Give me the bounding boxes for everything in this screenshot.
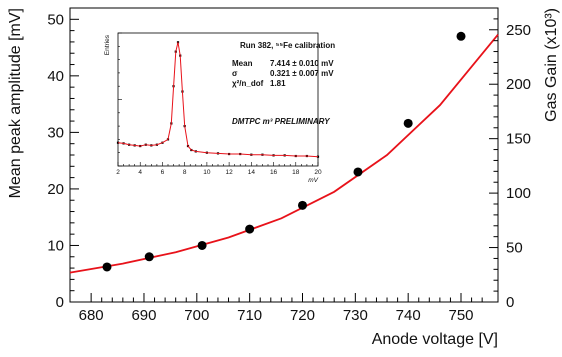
fit-curve	[69, 34, 499, 274]
x-tick-label: 740	[396, 307, 421, 324]
y2-tick-label: 50	[506, 240, 523, 257]
x-axis-title: Anode voltage [V]	[372, 331, 498, 348]
data-point	[456, 31, 466, 41]
inset-x-tick-label: 12	[225, 169, 233, 176]
inset-x-tick-label: 16	[270, 169, 278, 176]
x-tick-label: 720	[290, 307, 315, 324]
inset-x-tick-label: 8	[183, 169, 187, 176]
data-point	[403, 118, 413, 128]
y2-tick-label: 250	[506, 22, 531, 39]
y2-tick-label: 200	[506, 76, 531, 93]
inset-x-tick-label: 6	[161, 169, 165, 176]
data-points-layer	[102, 31, 466, 272]
y-tick-label: 40	[47, 68, 64, 85]
x-tick-label: 710	[237, 307, 262, 324]
y-axis-title: Mean peak amplitude [mV]	[7, 8, 24, 198]
y-tick-label: 50	[47, 11, 64, 28]
inset-x-tick-label: 10	[203, 169, 211, 176]
y2-tick-label: 100	[506, 185, 531, 202]
inset-frame	[117, 32, 319, 167]
data-point	[353, 167, 363, 177]
data-point	[297, 200, 307, 210]
y-tick-label: 0	[56, 294, 64, 311]
y-tick-label: 30	[47, 124, 64, 141]
data-point	[144, 252, 154, 262]
y2-tick-label: 150	[506, 131, 531, 148]
y-tick-label: 20	[47, 181, 64, 198]
inset-x-tick-label: 2	[116, 169, 120, 176]
inset-stat-value: 0.321 ± 0.007 mV	[270, 69, 334, 78]
x-tick-label: 750	[448, 307, 473, 324]
inset-stat-label: Mean	[232, 59, 253, 68]
inset-x-tick-label: 20	[314, 169, 322, 176]
fit-curve-layer	[69, 34, 499, 274]
inset-x-tick-label: 18	[292, 169, 300, 176]
data-point	[102, 262, 112, 272]
y2-tick-label: 0	[506, 294, 514, 311]
inset-annotation: DMTPC m³ PRELIMINARY	[232, 117, 330, 126]
inset-x-tick-label: 14	[248, 169, 256, 176]
inset-x-axis-title: mV	[308, 177, 318, 184]
x-tick-label: 730	[343, 307, 368, 324]
inset-stat-value: 1.81	[270, 79, 286, 88]
y2-axis-title: Gas Gain (x10³)	[543, 8, 560, 122]
x-tick-label: 680	[79, 307, 104, 324]
inset-x-tick-label: 4	[138, 169, 142, 176]
data-point	[197, 240, 207, 250]
y-tick-label: 10	[47, 237, 64, 254]
x-tick-label: 690	[131, 307, 156, 324]
x-tick-label: 700	[184, 307, 209, 324]
inset-stat-value: 7.414 ± 0.010 mV	[270, 59, 334, 68]
inset-fit-curve	[117, 42, 319, 158]
inset-title: Run 382, ⁵⁵Fe calibration	[240, 41, 335, 50]
inset-stat-label: χ²/n_dof	[232, 79, 264, 88]
data-point	[245, 224, 255, 234]
tick-layer: 680 690 700 710 720 730 740 750 0 10 20 30 40 50 0 50 10…	[7, 7, 560, 348]
inset-stat-label: σ	[232, 69, 238, 78]
inset-y-axis-title: Entries	[104, 34, 111, 55]
